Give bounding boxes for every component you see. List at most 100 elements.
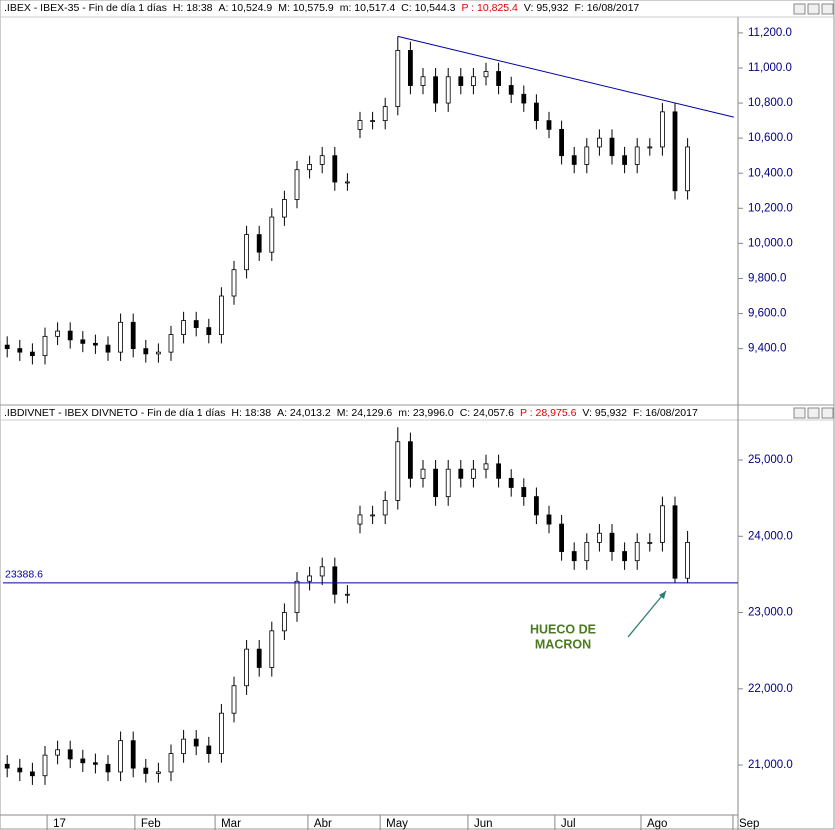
header-item: C: 24,057.6 <box>459 407 514 419</box>
candle-body <box>584 541 590 562</box>
candle-body <box>344 593 350 596</box>
candle-body <box>42 335 48 357</box>
candle-body <box>622 551 627 562</box>
header-item: F: 16/08/2017 <box>574 2 640 14</box>
candle-body <box>332 566 338 595</box>
candle-body <box>559 523 564 552</box>
candle-body <box>93 762 98 765</box>
y-tick-label: 10,000.0 <box>748 237 793 249</box>
candle-body <box>143 348 149 355</box>
header-item: P : 28,975.6 <box>519 407 577 419</box>
candle-body <box>269 630 275 668</box>
candle-body <box>168 334 174 353</box>
header-item: .IBDIVNET - IBEX DIVNETO - Fin de día 1 … <box>4 407 226 419</box>
candle-body <box>193 320 199 328</box>
y-tick-label: 23,000.0 <box>748 607 793 619</box>
candle-body <box>445 76 451 104</box>
y-tick-label: 9,400.0 <box>748 343 786 355</box>
header-item: .IBEX - IBEX-35 - Fin de día 1 días <box>4 2 167 14</box>
candle-body <box>685 146 690 192</box>
candle-body <box>105 763 111 773</box>
candle-body <box>470 76 476 86</box>
y-tick-label: 10,600.0 <box>748 132 793 144</box>
candle-body <box>420 468 426 479</box>
candle-body <box>231 685 237 714</box>
candle-body <box>584 146 590 165</box>
candle-body <box>634 146 640 165</box>
candle-body <box>332 155 338 183</box>
candle-body <box>218 295 224 335</box>
candle-body <box>483 71 489 78</box>
candle-body <box>42 754 48 777</box>
candle-body <box>571 155 577 165</box>
candle-body <box>521 487 527 498</box>
candle-body <box>660 111 665 148</box>
candle-body <box>407 50 413 86</box>
header-item: V: 95,932 <box>523 2 569 14</box>
candle-body <box>55 330 60 337</box>
annotation-arrow <box>627 590 667 638</box>
y-tick-label: 11,000.0 <box>748 62 792 74</box>
header-item: m: 23,996.0 <box>398 407 454 419</box>
candle-body <box>433 468 439 498</box>
candle-body <box>307 575 313 582</box>
y-tick-label: 21,000.0 <box>748 759 793 771</box>
candle-body <box>319 566 325 577</box>
x-tick-label: 17 <box>53 818 66 830</box>
header-item: M: 24,129.6 <box>336 407 393 419</box>
support-label: 23388.6 <box>5 569 43 581</box>
header-item: m: 10,517.4 <box>339 2 396 14</box>
candle-body <box>508 477 514 488</box>
window-buttons[interactable] <box>793 3 834 419</box>
candle-body <box>130 321 136 350</box>
candle-body <box>534 496 539 516</box>
candle-body <box>206 327 212 335</box>
candle-body <box>622 155 627 165</box>
x-tick-label: Feb <box>141 818 161 830</box>
candle-body <box>559 128 564 157</box>
candle-body <box>256 648 262 668</box>
candle-body <box>67 330 73 341</box>
candle-body <box>660 505 665 543</box>
candle-body <box>256 234 262 253</box>
x-tick-label: Jul <box>561 818 576 830</box>
x-tick-label: Mar <box>221 818 241 830</box>
y-tick-label: 11,200.0 <box>748 27 792 39</box>
candle-body <box>80 339 86 344</box>
candle-body <box>244 234 250 271</box>
candle-body <box>206 745 212 755</box>
candle-body <box>294 169 300 200</box>
candle-body <box>382 106 388 122</box>
header-item: P : 10,825.4 <box>461 2 518 14</box>
header-item: V: 95,932 <box>582 407 627 419</box>
candle-body <box>80 758 86 764</box>
header-item: A: 24,013.2 <box>277 407 331 419</box>
candle-body <box>546 514 552 525</box>
candle-body <box>281 612 287 632</box>
candle-body <box>17 767 23 773</box>
panel-header: .IBEX - IBEX-35 - Fin de día 1 días H: 18… <box>4 2 645 14</box>
y-tick-label: 10,400.0 <box>748 167 793 179</box>
candle-body <box>508 85 514 95</box>
candle-body <box>370 514 376 517</box>
candle-body <box>483 463 489 470</box>
candle-body <box>118 740 123 773</box>
candle-body <box>231 269 237 297</box>
candle-body <box>470 468 476 479</box>
candle-body <box>458 76 464 86</box>
candle-body <box>130 740 136 769</box>
candle-body <box>496 71 502 86</box>
candle-body <box>181 738 187 755</box>
candle-body <box>609 532 615 552</box>
header-item: A: 10,524.9 <box>218 2 273 14</box>
y-tick-label: 25,000.0 <box>748 454 793 466</box>
candle-body <box>420 76 426 86</box>
candle-body <box>307 164 313 171</box>
panel-header: .IBDIVNET - IBEX DIVNETO - Fin de día 1 … <box>4 407 704 419</box>
y-tick-label: 24,000.0 <box>748 530 793 542</box>
annotation: HUECO DE <box>530 622 596 636</box>
x-tick-label: Abr <box>314 818 332 830</box>
y-tick-label: 10,800.0 <box>748 97 793 109</box>
